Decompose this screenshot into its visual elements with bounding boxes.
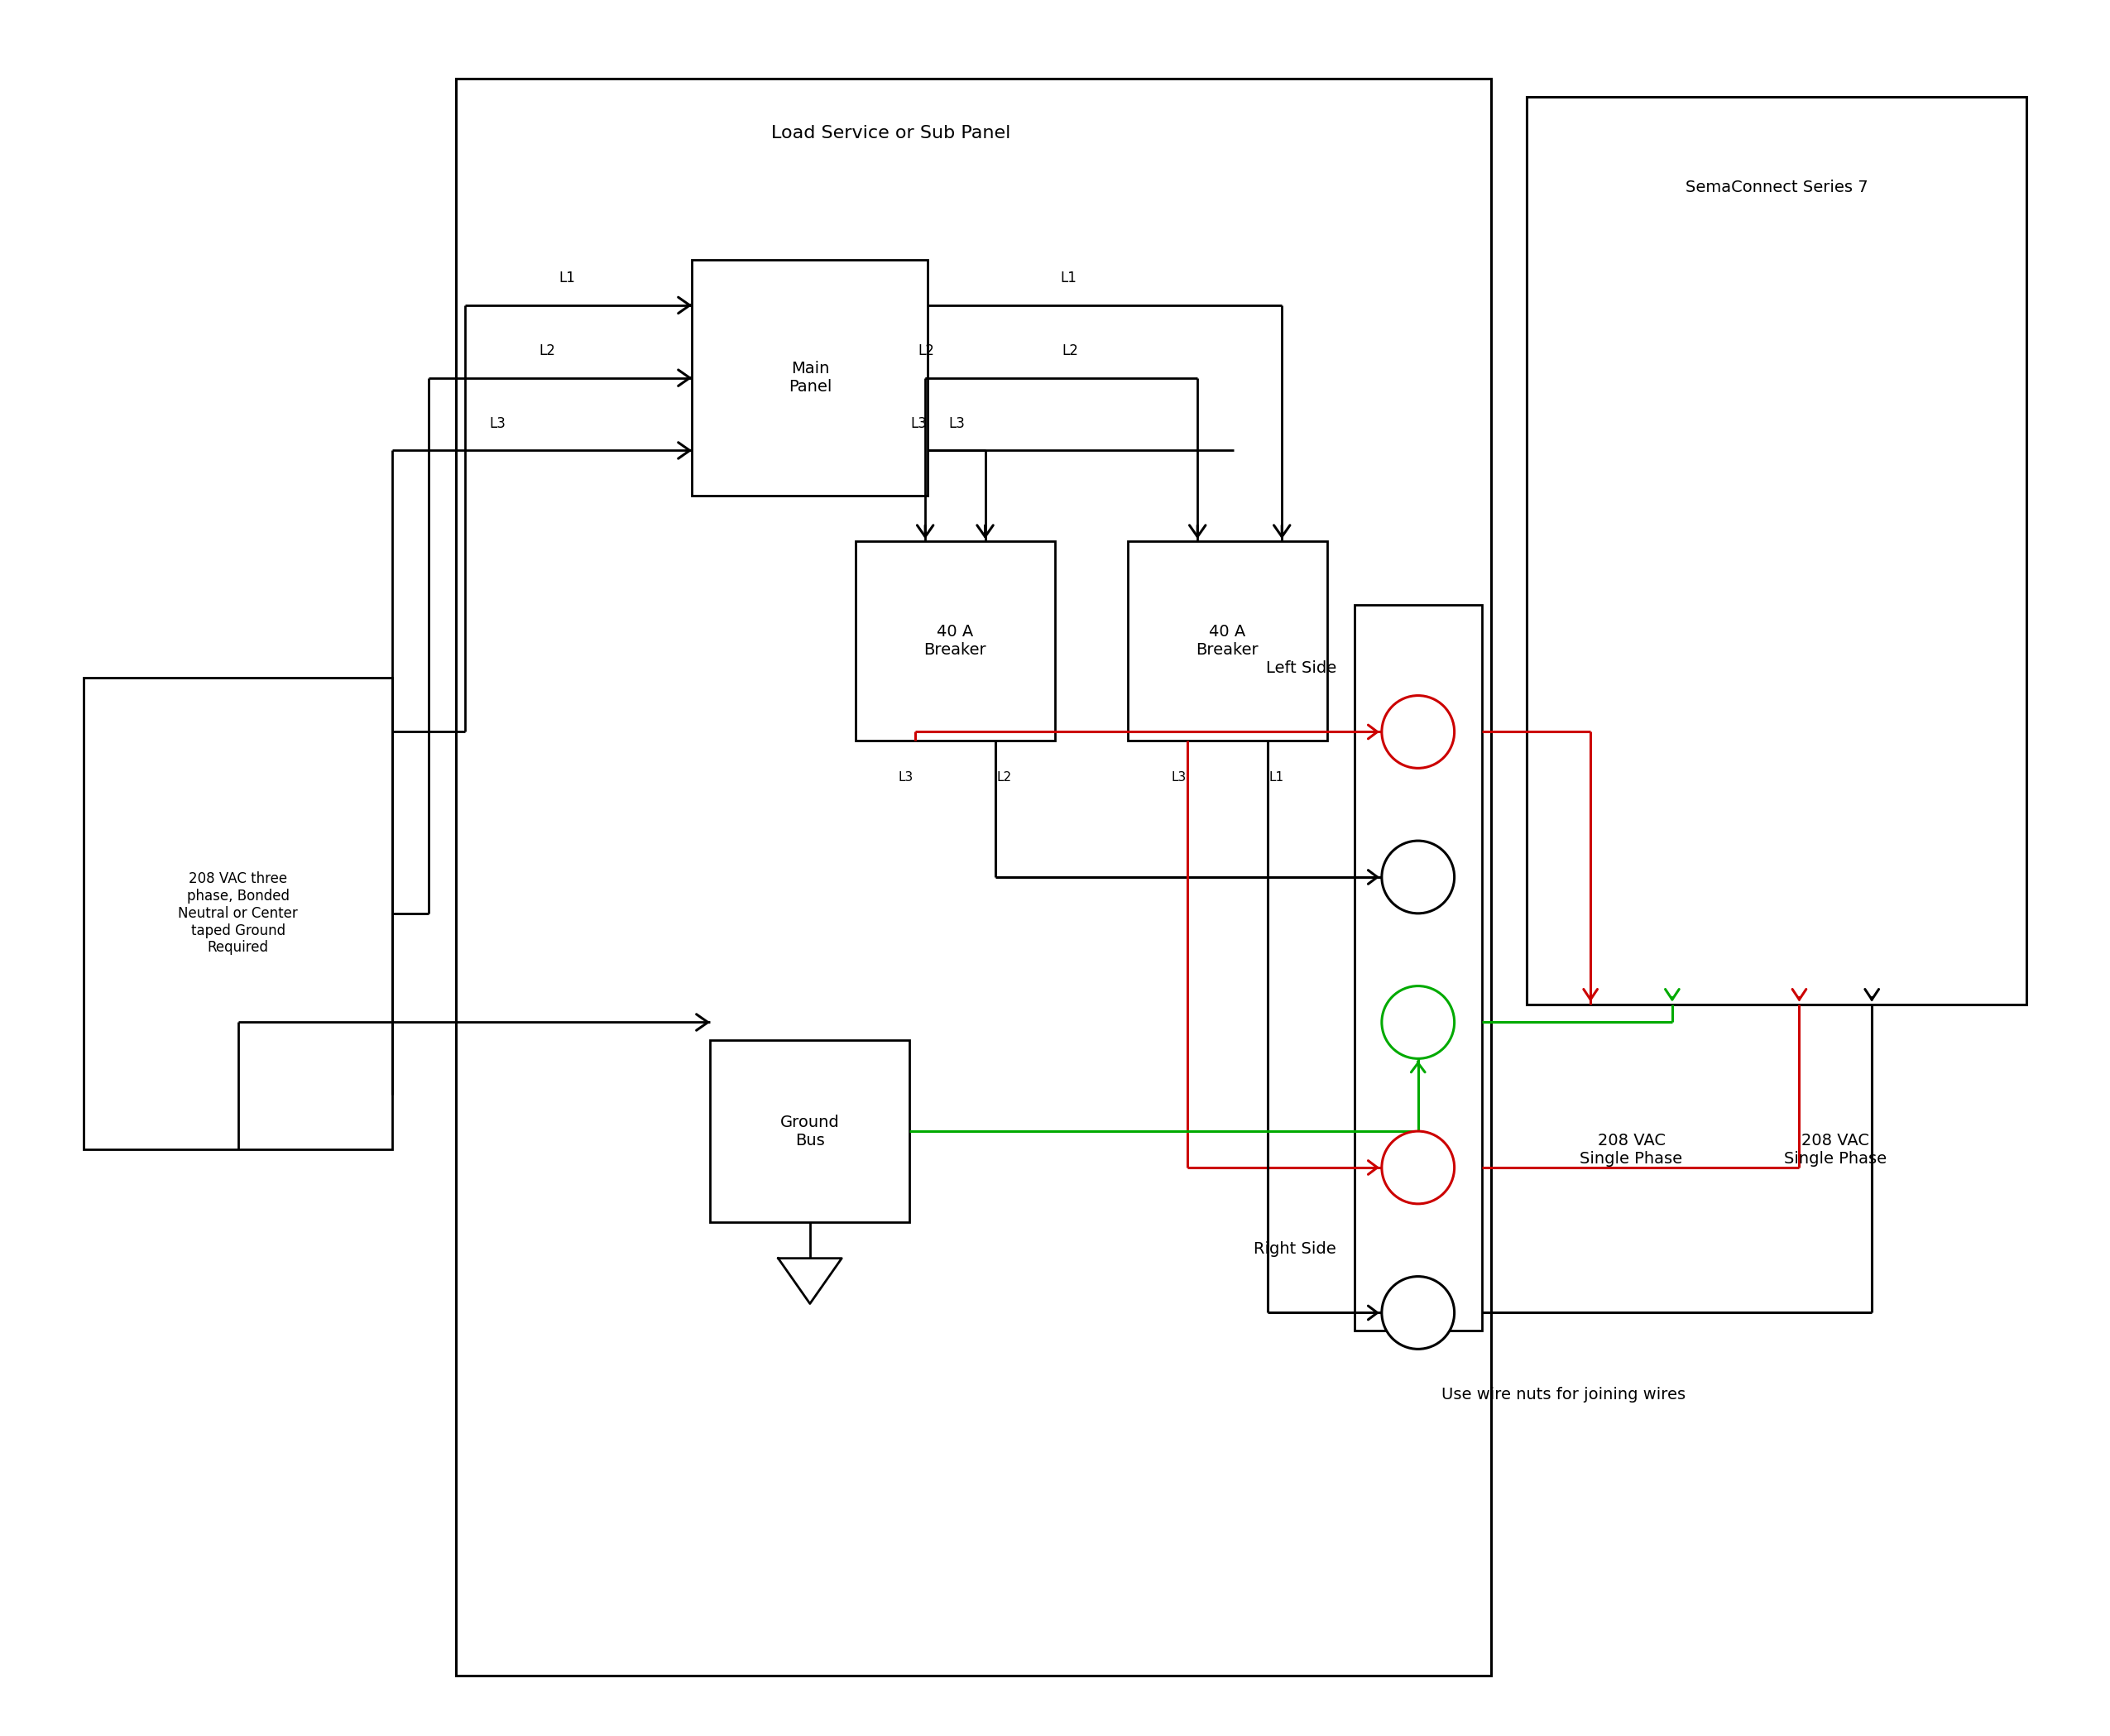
Text: 208 VAC three
phase, Bonded
Neutral or Center
taped Ground
Required: 208 VAC three phase, Bonded Neutral or C… xyxy=(177,871,298,955)
Text: L1: L1 xyxy=(1268,771,1285,783)
Text: Ground
Bus: Ground Bus xyxy=(781,1115,840,1147)
Bar xyxy=(456,78,1490,1675)
Text: L1: L1 xyxy=(1061,271,1076,285)
Bar xyxy=(711,1040,909,1222)
Text: 40 A
Breaker: 40 A Breaker xyxy=(1196,625,1260,658)
Circle shape xyxy=(1382,840,1454,913)
Text: L3: L3 xyxy=(1171,771,1186,783)
Bar xyxy=(855,542,1055,741)
Text: 40 A
Breaker: 40 A Breaker xyxy=(924,625,987,658)
Text: Use wire nuts for joining wires: Use wire nuts for joining wires xyxy=(1441,1387,1686,1403)
Text: SemaConnect Series 7: SemaConnect Series 7 xyxy=(1686,179,1867,194)
Circle shape xyxy=(1382,1132,1454,1203)
Bar xyxy=(1528,97,2026,1003)
Text: L3: L3 xyxy=(899,771,914,783)
Circle shape xyxy=(1382,696,1454,767)
Text: Right Side: Right Side xyxy=(1253,1241,1336,1257)
Bar xyxy=(1127,542,1327,741)
Bar xyxy=(1355,604,1481,1332)
Text: L2: L2 xyxy=(538,344,555,358)
Text: L1: L1 xyxy=(559,271,576,285)
Circle shape xyxy=(1382,1276,1454,1349)
Text: Main
Panel: Main Panel xyxy=(789,361,831,394)
Circle shape xyxy=(1382,986,1454,1059)
Text: Load Service or Sub Panel: Load Service or Sub Panel xyxy=(770,125,1011,141)
Text: 208 VAC
Single Phase: 208 VAC Single Phase xyxy=(1580,1132,1682,1167)
Bar xyxy=(692,260,928,496)
Text: L2: L2 xyxy=(918,344,935,358)
Text: L2: L2 xyxy=(996,771,1011,783)
Bar xyxy=(84,677,392,1149)
Text: L3: L3 xyxy=(912,417,926,431)
Text: 208 VAC
Single Phase: 208 VAC Single Phase xyxy=(1785,1132,1886,1167)
Text: L3: L3 xyxy=(947,417,964,431)
Text: Left Side: Left Side xyxy=(1266,660,1336,677)
Text: L3: L3 xyxy=(490,417,506,431)
Text: L2: L2 xyxy=(1061,344,1078,358)
